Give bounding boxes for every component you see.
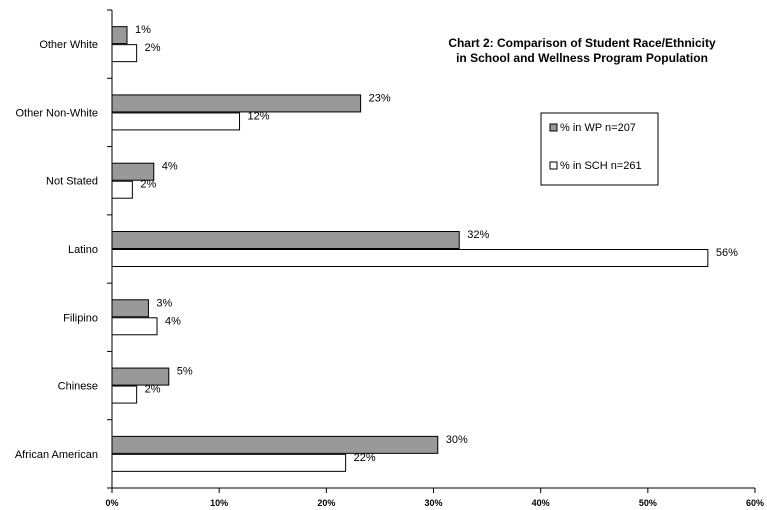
data-label-sch-other-non-white: 12%	[248, 110, 270, 122]
data-label-wp-not-stated: 4%	[162, 161, 178, 173]
bar-sch-filipino	[111, 317, 158, 336]
bar-wp-chinese	[111, 367, 170, 386]
chart-title-line-1: Chart 2: Comparison of Student Race/Ethn…	[448, 36, 716, 50]
category-label-chinese: Chinese	[58, 381, 98, 393]
legend: % in WP n=207 % in SCH n=261	[540, 112, 659, 186]
x-tick-label: 20%	[317, 498, 335, 508]
category-label-latino: Latino	[68, 244, 98, 256]
bar-wp-other-white	[111, 26, 128, 45]
bars-group: 1% 2% 23% 12% 4% 2% 32% 56% 3% 4% 5% 2% 30% 22%	[111, 24, 738, 472]
bar-sch-not-stated	[111, 180, 133, 199]
data-label-wp-african-american: 30%	[446, 434, 468, 446]
bar-sch-other-non-white	[111, 112, 241, 131]
bar-wp-not-stated	[111, 162, 155, 181]
bar-wp-filipino	[111, 299, 149, 318]
category-label-filipino: Filipino	[63, 312, 98, 324]
category-label-other-white: Other White	[39, 39, 98, 51]
legend-swatch-wp	[549, 123, 558, 132]
category-label-other-non-white: Other Non-White	[15, 107, 98, 119]
bar-sch-other-white	[111, 44, 138, 63]
data-label-wp-other-non-white: 23%	[369, 92, 391, 104]
bar-wp-latino	[111, 231, 460, 249]
chart-title: Chart 2: Comparison of Student Race/Ethn…	[448, 36, 716, 65]
x-tick-label: 0%	[105, 498, 118, 508]
legend-label-wp: % in WP n=207	[560, 122, 636, 134]
data-label-wp-chinese: 5%	[177, 366, 193, 378]
category-labels: Other White Other Non-White Not Stated Lati…	[15, 39, 98, 461]
x-tick-label: 60%	[746, 498, 764, 508]
x-tick-label: 50%	[639, 498, 657, 508]
data-label-wp-filipino: 3%	[156, 297, 172, 309]
x-tick-label: 10%	[210, 498, 228, 508]
data-label-sch-other-white: 2%	[145, 42, 161, 54]
data-label-sch-african-american: 22%	[354, 452, 376, 464]
x-tick-label: 40%	[532, 498, 550, 508]
legend-swatch-sch	[549, 161, 558, 170]
bar-wp-other-non-white	[111, 94, 362, 113]
category-label-not-stated: Not Stated	[46, 176, 98, 188]
axes	[107, 9, 756, 493]
bar-sch-african-american	[111, 453, 347, 472]
bar-sch-latino	[111, 249, 709, 267]
category-label-african-american: African American	[15, 449, 98, 461]
legend-label-sch: % in SCH n=261	[560, 160, 642, 172]
bar-wp-african-american	[111, 435, 439, 454]
data-label-sch-latino: 56%	[716, 247, 738, 259]
chart-title-line-2: in School and Wellness Program Populatio…	[456, 51, 708, 65]
data-label-sch-chinese: 2%	[145, 384, 161, 396]
bar-sch-chinese	[111, 385, 138, 404]
legend-box	[540, 112, 659, 186]
data-label-wp-latino: 32%	[467, 229, 489, 241]
x-tick-labels: 0% 10% 20% 30% 40% 50% 60%	[105, 498, 764, 508]
data-label-sch-not-stated: 2%	[140, 179, 156, 191]
x-tick-label: 30%	[424, 498, 442, 508]
data-label-sch-filipino: 4%	[165, 315, 181, 327]
data-label-wp-other-white: 1%	[135, 24, 151, 36]
